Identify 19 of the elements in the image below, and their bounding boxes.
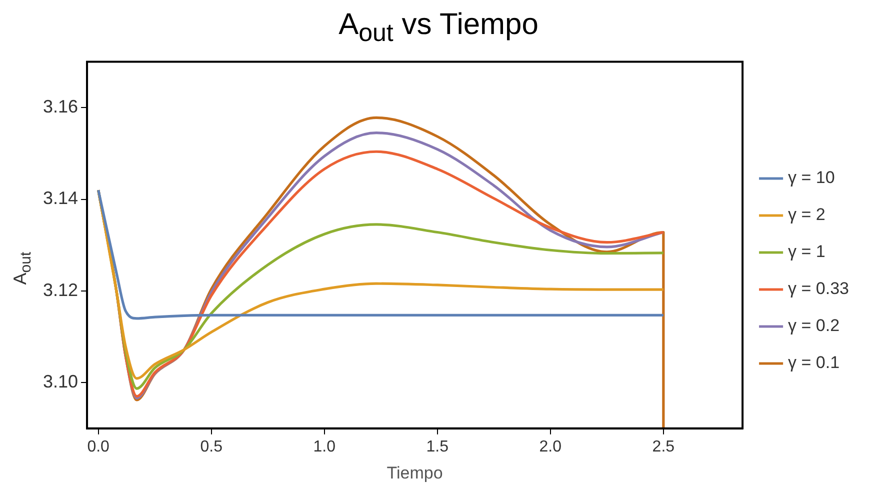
legend-label: γ = 10: [788, 168, 835, 188]
legend-label: γ = 1: [788, 242, 826, 262]
y-tick-label: 3.16: [42, 96, 78, 117]
x-tick-label: 2.0: [539, 438, 562, 456]
x-tick-label: 0.0: [87, 438, 110, 456]
x-tick-label: 2.5: [652, 438, 675, 456]
y-tick-label: 3.14: [42, 188, 78, 208]
x-axis-title: Tiempo: [386, 463, 443, 482]
x-tick-label: 1.0: [313, 438, 336, 456]
x-tick-label: 0.5: [200, 438, 223, 456]
y-tick-label: 3.10: [42, 372, 78, 392]
x-tick-label: 1.5: [426, 438, 449, 456]
line-series: [97, 188, 665, 320]
y-tick-label: 3.12: [42, 280, 78, 300]
legend-label: γ = 0.2: [788, 316, 840, 336]
legend-label: γ = 2: [788, 205, 826, 224]
legend-label: γ = 0.33: [788, 279, 850, 298]
legend-label: γ = 0.1: [788, 353, 840, 372]
chart-title: A$_{out}$ vs Tiempo: [338, 8, 540, 48]
